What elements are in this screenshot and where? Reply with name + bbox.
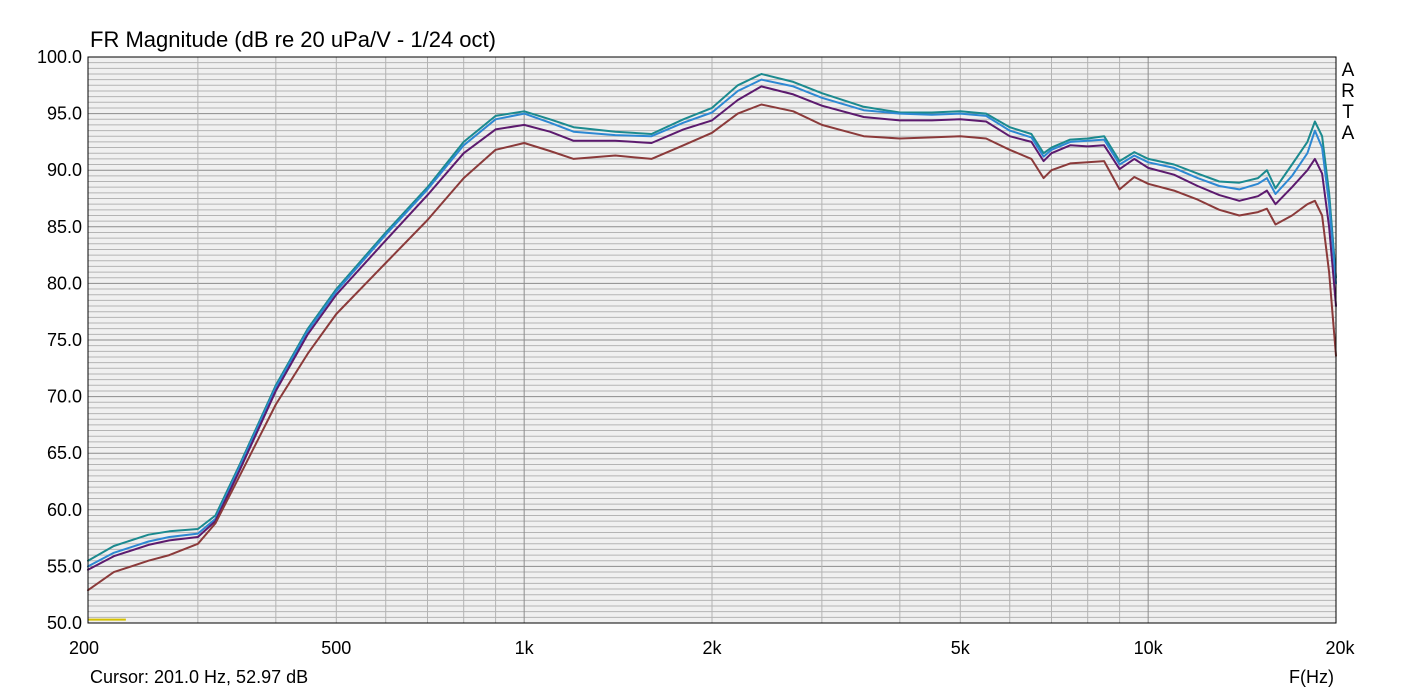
brand-letter: A: [1342, 123, 1355, 144]
series-line-4: [87, 103, 1337, 592]
y-axis-ticks: 100.0 95.0 90.0 85.0 80.0 75.0 70.0 65.0 60.0 55.…: [37, 47, 82, 633]
y-tick-label: 65.0: [47, 443, 82, 463]
x-tick-label: 200: [69, 638, 99, 658]
brand-letter: T: [1342, 102, 1354, 123]
series-line-3: [87, 85, 1337, 571]
x-tick-label: 2k: [702, 638, 722, 658]
chart-title: FR Magnitude (dB re 20 uPa/V - 1/24 oct): [90, 27, 496, 52]
y-tick-label: 100.0: [37, 47, 82, 67]
brand-letter: R: [1341, 81, 1355, 102]
y-tick-label: 80.0: [47, 273, 82, 293]
cursor-readout: Cursor: 201.0 Hz, 52.97 dB: [90, 667, 308, 687]
brand-letter: A: [1342, 60, 1355, 81]
grid-lines: [88, 56, 1336, 624]
y-tick-label: 75.0: [47, 330, 82, 350]
series-lines: [87, 73, 1337, 592]
series-line-1: [87, 73, 1337, 562]
x-tick-label: 20k: [1325, 638, 1355, 658]
x-axis-label: F(Hz): [1289, 667, 1334, 687]
x-tick-label: 1k: [515, 638, 535, 658]
plot-border: [87, 56, 1337, 624]
y-tick-label: 55.0: [47, 556, 82, 576]
x-tick-label: 10k: [1134, 638, 1164, 658]
series-line-2: [87, 78, 1337, 568]
x-tick-label: 5k: [951, 638, 971, 658]
y-tick-label: 50.0: [47, 613, 82, 633]
x-axis-ticks: 200 500 1k 2k 5k 10k 20k: [69, 638, 1356, 658]
y-tick-label: 85.0: [47, 217, 82, 237]
y-tick-label: 60.0: [47, 500, 82, 520]
y-tick-label: 70.0: [47, 387, 82, 407]
y-tick-label: 95.0: [47, 104, 82, 124]
x-tick-label: 500: [321, 638, 351, 658]
y-tick-label: 90.0: [47, 160, 82, 180]
